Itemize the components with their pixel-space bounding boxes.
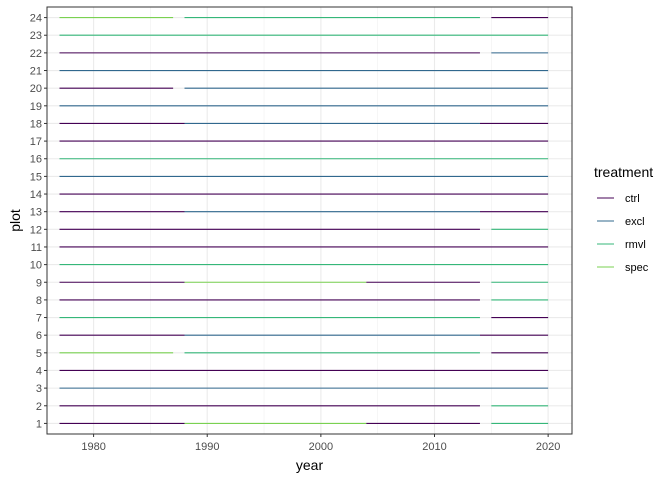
legend: treatment ctrl excl rmvl spec — [594, 164, 653, 274]
y-tick-label: 7 — [36, 313, 42, 325]
y-tick-label: 1 — [36, 418, 42, 430]
y-tick-label: 5 — [36, 348, 42, 360]
x-tick-label: 1990 — [195, 441, 219, 453]
x-tick-label: 2010 — [422, 441, 446, 453]
x-tick-label: 1980 — [81, 441, 105, 453]
y-tick-label: 21 — [30, 66, 42, 78]
legend-label-rmvl: rmvl — [625, 239, 646, 251]
legend-label-spec: spec — [625, 262, 649, 274]
y-tick-label: 20 — [30, 83, 42, 95]
y-tick-label: 11 — [31, 242, 42, 254]
y-tick-label: 17 — [30, 136, 42, 148]
x-axis-ticks: 1980 1990 2000 2010 2020 — [81, 434, 560, 453]
y-tick-label: 16 — [30, 154, 42, 166]
x-tick-label: 2000 — [309, 441, 333, 453]
y-tick-label: 24 — [30, 13, 42, 25]
legend-label-excl: excl — [625, 216, 645, 228]
y-tick-label: 9 — [36, 277, 42, 289]
y-tick-label: 22 — [30, 48, 42, 60]
y-tick-label: 2 — [36, 401, 42, 413]
x-axis-label: year — [296, 457, 324, 473]
y-tick-label: 14 — [30, 189, 42, 201]
x-tick-label: 2020 — [536, 441, 560, 453]
y-tick-label: 10 — [30, 260, 42, 272]
y-tick-label: 4 — [36, 365, 42, 377]
y-tick-label: 18 — [30, 118, 42, 130]
legend-label-ctrl: ctrl — [625, 193, 640, 205]
y-tick-label: 15 — [30, 171, 42, 183]
y-tick-label: 23 — [30, 30, 42, 42]
y-tick-label: 6 — [36, 330, 42, 342]
data-segments — [59, 17, 549, 424]
panel-border — [46, 6, 573, 435]
y-tick-label: 8 — [36, 295, 42, 307]
y-tick-label: 13 — [30, 207, 42, 219]
legend-title: treatment — [594, 164, 653, 180]
y-tick-label: 3 — [36, 383, 42, 395]
y-tick-label: 12 — [30, 224, 42, 236]
y-tick-label: 19 — [30, 101, 42, 113]
y-axis-label: plot — [7, 209, 23, 232]
legend-entries: ctrl excl rmvl spec — [597, 193, 649, 274]
